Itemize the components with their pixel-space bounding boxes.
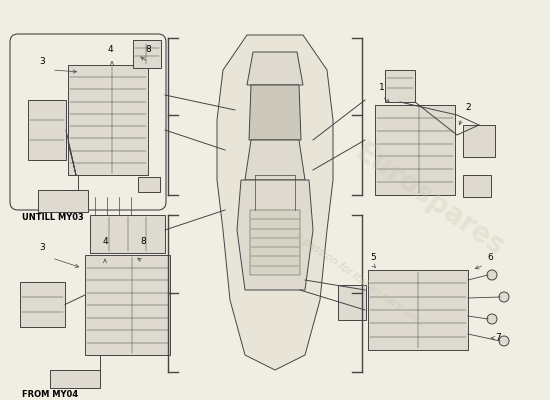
Circle shape [487,270,497,280]
Polygon shape [237,180,313,290]
Bar [38,190,88,212]
Text: 6: 6 [487,254,493,262]
Polygon shape [245,140,305,180]
Text: 3: 3 [39,58,45,66]
Text: 7: 7 [495,334,501,342]
Bar [338,285,366,320]
Circle shape [499,336,509,346]
Text: Eurospares: Eurospares [350,138,510,262]
Text: 3: 3 [39,244,45,252]
Text: a passion for Italian cars since: a passion for Italian cars since [293,231,427,329]
Bar [368,270,468,350]
Text: UNTILL MY03: UNTILL MY03 [22,213,84,222]
Text: 4: 4 [102,238,108,246]
Bar [28,100,66,160]
Bar [50,370,100,388]
Bar [375,105,455,195]
Polygon shape [249,85,301,140]
Bar [250,210,300,275]
Text: 4: 4 [107,46,113,54]
Text: 5: 5 [370,254,376,262]
Bar [68,65,148,175]
Circle shape [499,292,509,302]
Bar [138,177,160,192]
Circle shape [487,314,497,324]
Bar [85,255,170,355]
Text: FROM MY04: FROM MY04 [22,390,78,399]
Polygon shape [247,52,303,85]
Bar [90,215,165,253]
Bar [20,282,65,327]
Polygon shape [217,35,333,370]
Text: 1: 1 [379,84,385,92]
Bar [385,70,415,102]
FancyBboxPatch shape [10,34,166,210]
Bar [463,125,495,157]
Text: 8: 8 [140,238,146,246]
Text: 8: 8 [145,46,151,54]
Text: 2: 2 [465,104,471,112]
Bar [463,175,491,197]
Bar [133,40,161,68]
